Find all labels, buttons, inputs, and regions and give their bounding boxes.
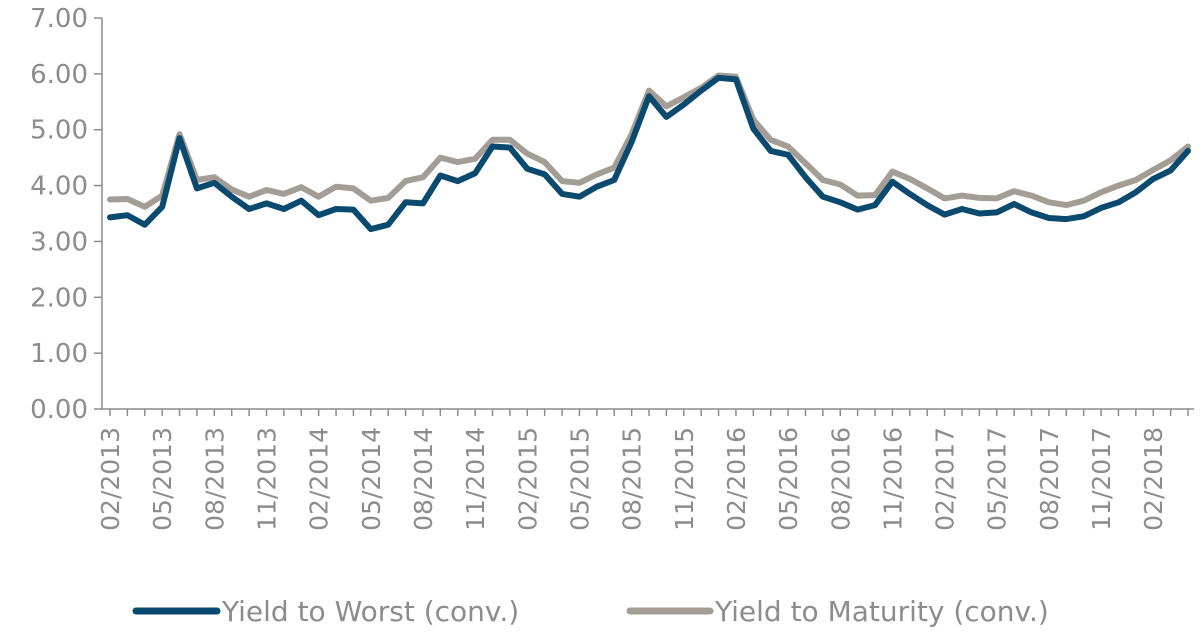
- y-tick-label: 2.00: [30, 283, 88, 313]
- series-line-yield-to-worst: [107, 74, 1191, 233]
- y-tick-label: 0.00: [30, 395, 88, 425]
- x-tick-label: 05/2017: [983, 427, 1012, 531]
- x-tick-label: 02/2016: [722, 427, 751, 531]
- x-tick-label: 05/2013: [148, 427, 177, 531]
- x-axis-ticks: 02/2013 05/2013 08/2013 11/2013 02/2014 05/20…: [96, 409, 1189, 531]
- x-tick-label: 08/2014: [409, 427, 438, 531]
- x-tick-label: 08/2016: [826, 427, 855, 531]
- y-tick-label: 5.00: [30, 116, 88, 146]
- legend-label: Yield to Worst (conv.): [221, 595, 519, 628]
- y-tick-label: 6.00: [30, 60, 88, 90]
- x-tick-label: 11/2014: [461, 427, 490, 531]
- y-axis-ticks: 0.00 1.00 2.00 3.00 4.00 5.00 6.00 7.00: [30, 4, 102, 425]
- x-tick-label: 05/2016: [774, 427, 803, 531]
- x-tick-label: 11/2015: [670, 427, 699, 531]
- y-tick-label: 4.00: [30, 172, 88, 202]
- series-lines: [107, 72, 1191, 233]
- x-tick-label: 11/2017: [1087, 427, 1116, 531]
- x-tick-label: 02/2018: [1139, 427, 1168, 531]
- series-line-yield-to-maturity: [107, 72, 1191, 210]
- x-tick-label: 02/2014: [305, 427, 334, 531]
- y-tick-label: 1.00: [30, 339, 88, 369]
- x-tick-label: 05/2015: [565, 427, 594, 531]
- x-tick-label: 02/2017: [931, 427, 960, 531]
- x-tick-label: 08/2013: [200, 427, 229, 531]
- axes: [101, 18, 1194, 410]
- x-tick-label: 11/2013: [252, 427, 281, 531]
- x-tick-label: 08/2015: [618, 427, 647, 531]
- x-tick-label: 02/2013: [96, 427, 125, 531]
- legend: Yield to Worst (conv.) Yield to Maturity …: [132, 595, 1049, 628]
- x-tick-label: 11/2016: [878, 427, 907, 531]
- x-tick-label: 08/2017: [1035, 427, 1064, 531]
- x-tick-label: 05/2014: [357, 427, 386, 531]
- y-tick-label: 3.00: [30, 227, 88, 257]
- x-tick-label: 02/2015: [513, 427, 542, 531]
- y-tick-label: 7.00: [30, 4, 88, 34]
- legend-label: Yield to Maturity (conv.): [714, 595, 1049, 628]
